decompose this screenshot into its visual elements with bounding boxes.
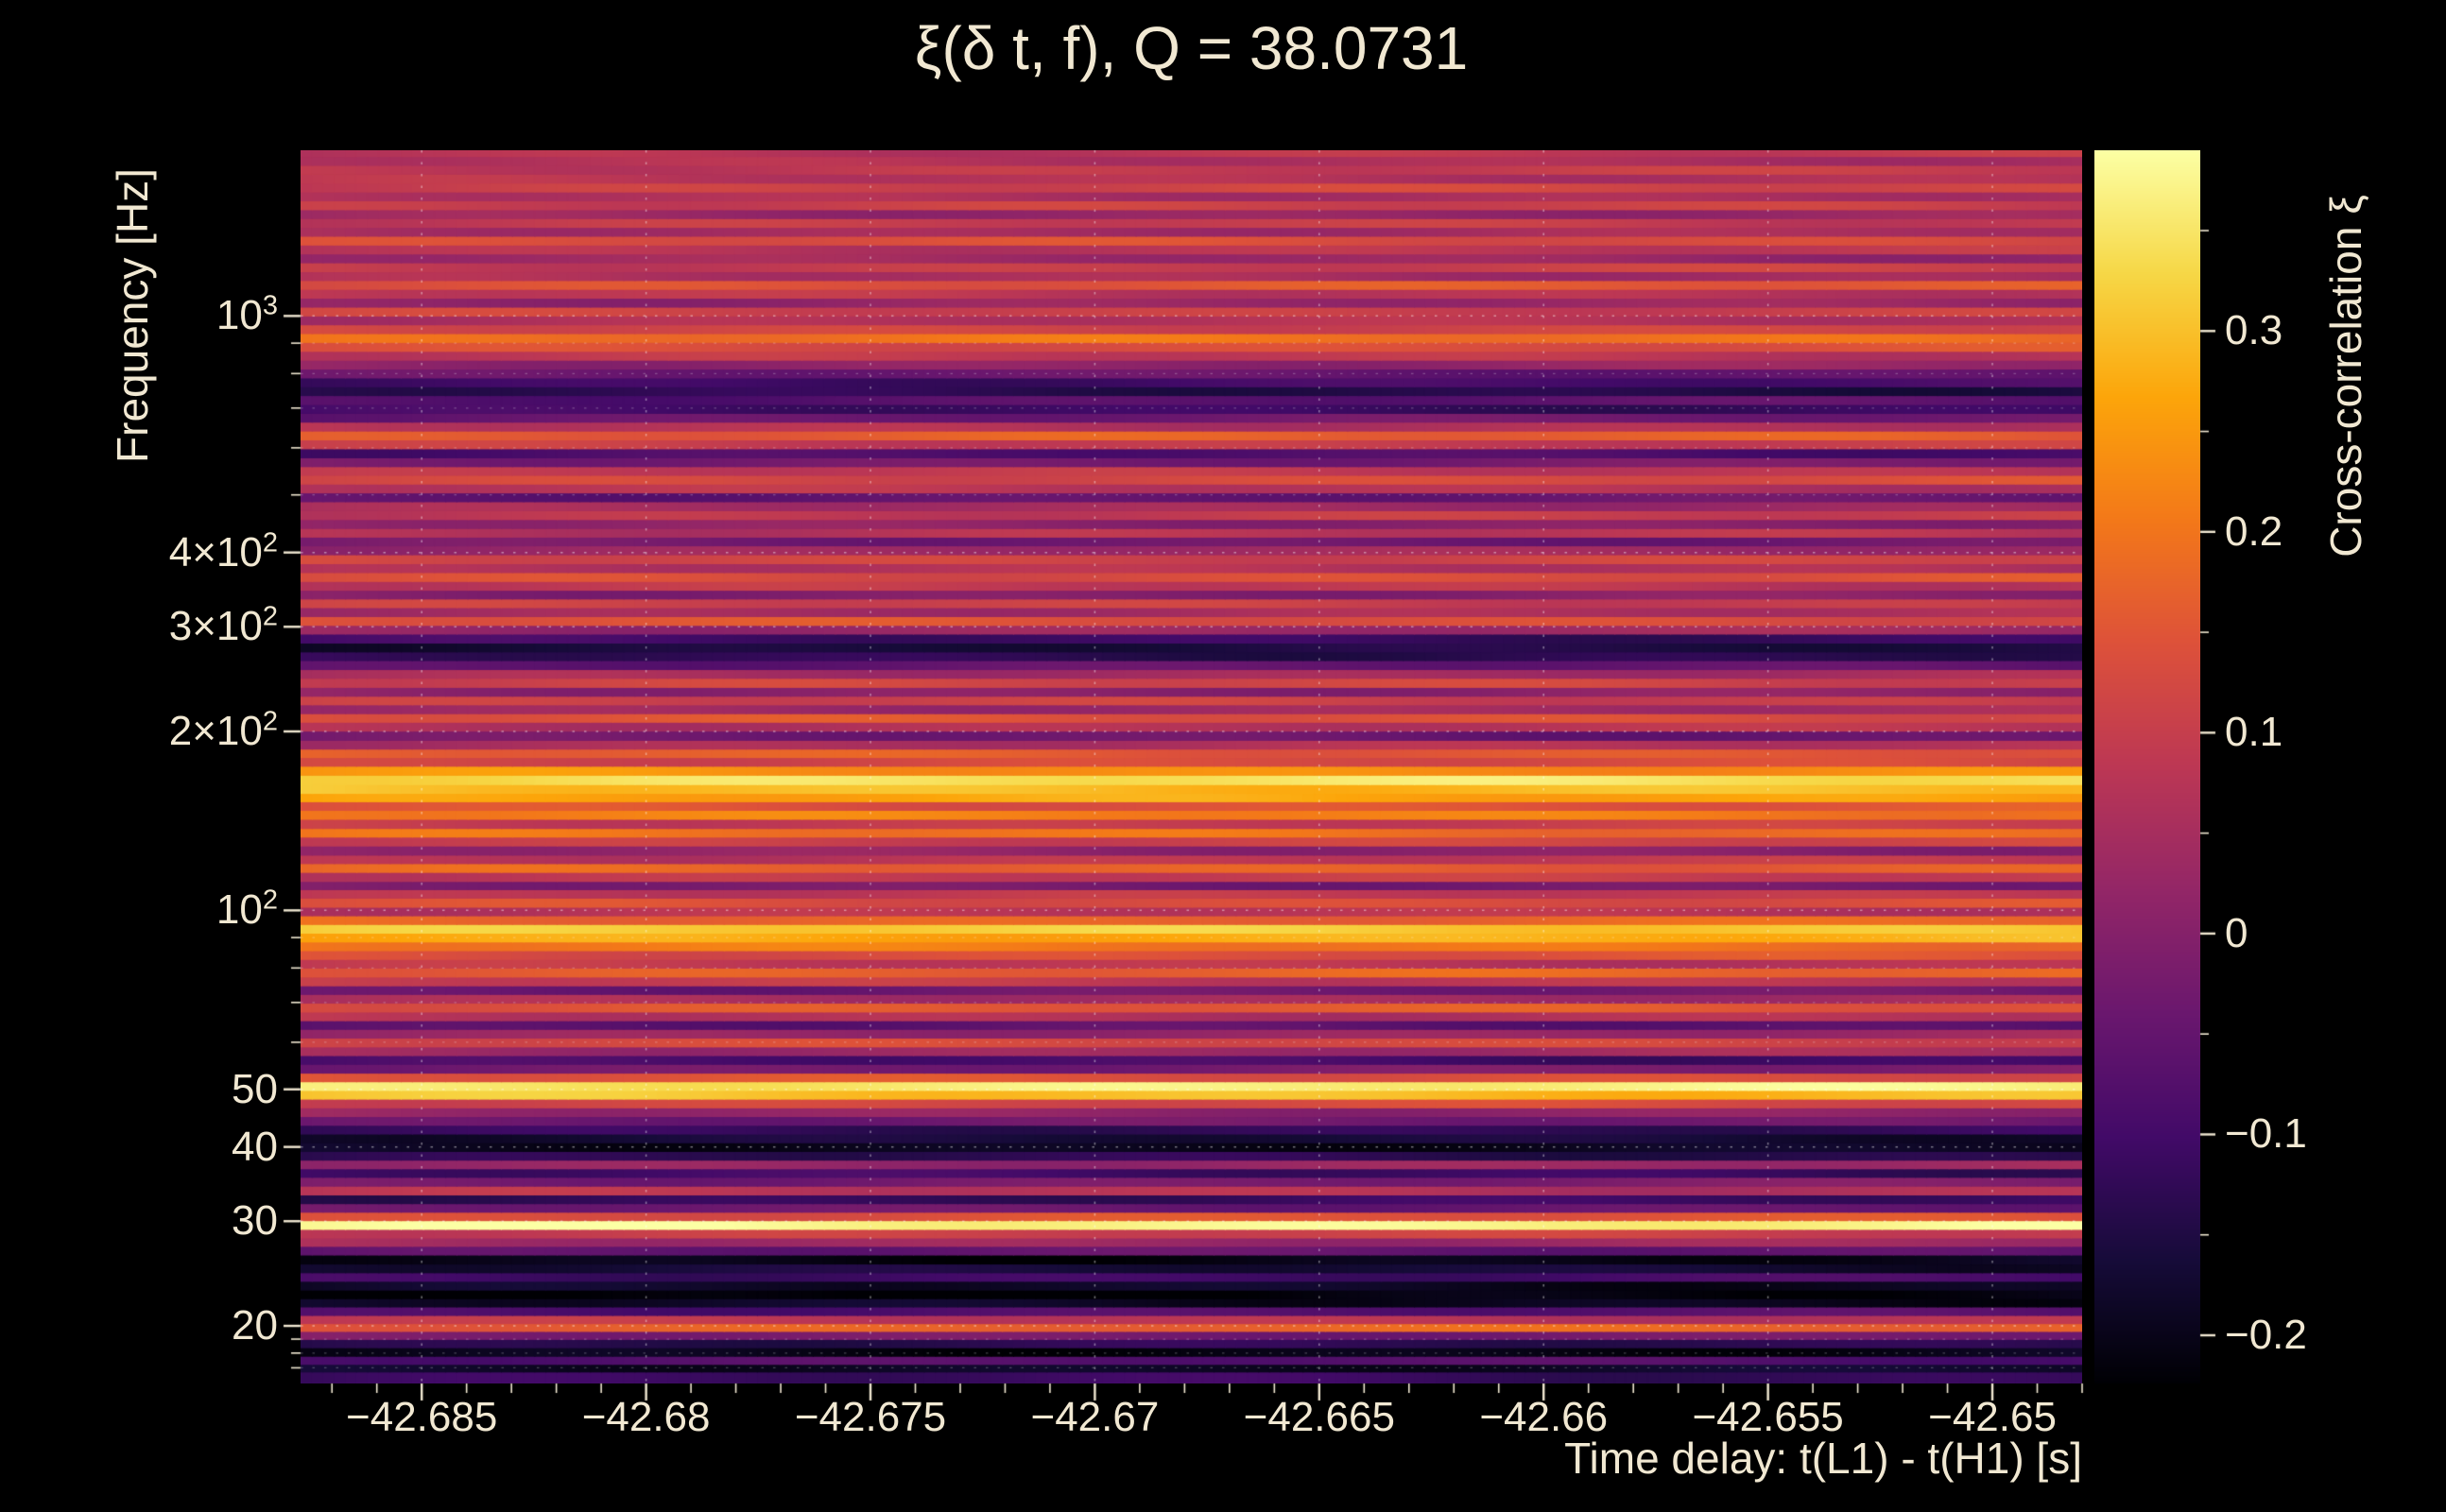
colorbar-tick-label: 0 bbox=[2225, 909, 2248, 956]
y-tick-label: 2×102 bbox=[168, 706, 278, 754]
x-tick-label: −42.675 bbox=[794, 1394, 947, 1440]
y-tick-label: 40 bbox=[232, 1123, 278, 1170]
x-tick-label: −42.665 bbox=[1243, 1394, 1395, 1440]
colorbar-tick-label: 0.3 bbox=[2225, 307, 2283, 354]
x-tick-label: −42.685 bbox=[346, 1394, 498, 1440]
x-axis-label: Time delay: t(L1) - t(H1) [s] bbox=[1564, 1434, 2082, 1483]
x-tick-label: −42.67 bbox=[1030, 1394, 1160, 1440]
y-tick-label: 102 bbox=[215, 885, 278, 934]
y-tick-label: 50 bbox=[232, 1065, 278, 1112]
colorbar-canvas bbox=[2094, 150, 2200, 1383]
colorbar-label: Cross-correlation ξ bbox=[2321, 195, 2370, 558]
colorbar-tick-label: 0.2 bbox=[2225, 507, 2283, 555]
chart-title: ξ(δ t, f), Q = 38.0731 bbox=[914, 14, 1469, 82]
heatmap-canvas bbox=[301, 150, 2082, 1383]
y-tick-label: 30 bbox=[232, 1197, 278, 1245]
colorbar-tick-label: −0.2 bbox=[2225, 1311, 2307, 1358]
y-tick-label: 20 bbox=[232, 1302, 278, 1349]
y-tick-label: 4×102 bbox=[168, 527, 278, 576]
colorbar-tick-label: 0.1 bbox=[2225, 709, 2283, 756]
y-axis-label: Frequency [Hz] bbox=[108, 168, 157, 463]
colorbar-tick-label: −0.1 bbox=[2225, 1110, 2307, 1158]
y-tick-label: 3×102 bbox=[168, 601, 278, 650]
x-tick-label: −42.68 bbox=[581, 1394, 711, 1440]
